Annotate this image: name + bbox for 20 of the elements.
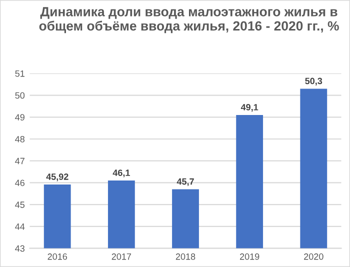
x-tick-label: 2020	[304, 253, 324, 260]
data-label: 49,1	[240, 104, 258, 112]
y-tick-label: 43	[15, 245, 24, 252]
x-tick-label: 2017	[112, 253, 132, 260]
x-tick-label: 2019	[240, 253, 260, 260]
x-tick-label: 2016	[48, 253, 68, 260]
y-tick-label: 48	[15, 136, 24, 142]
chart-title: Динамика доли ввода малоэтажного жилья в общем объёме ввода жилья, 2016 - 2020 гг., %	[39, 7, 339, 34]
y-tick-label: 50	[15, 92, 25, 99]
y-tick-label: 46	[15, 180, 24, 186]
data-label: 50,3	[305, 78, 322, 86]
x-tick-label: 2018	[176, 253, 196, 260]
data-label: 46,1	[112, 170, 130, 178]
y-tick-label: 45	[15, 202, 25, 208]
y-tick-label: 44	[15, 224, 25, 230]
data-label: 45,92	[46, 174, 68, 182]
y-tick-label: 51	[15, 70, 24, 77]
y-tick-label: 49	[15, 114, 24, 121]
data-label: 45,7	[176, 178, 194, 186]
y-tick-label: 47	[15, 158, 24, 164]
